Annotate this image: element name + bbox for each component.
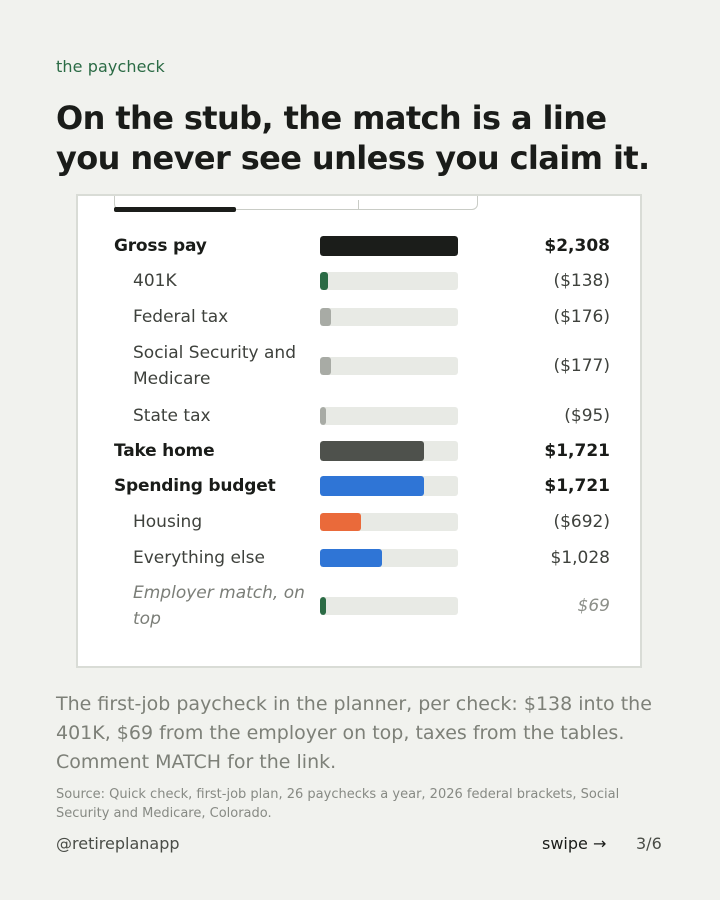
row-bar-fill (320, 476, 424, 496)
tab-active-indicator (114, 207, 236, 212)
row-label: Social Security and Medicare (133, 343, 297, 389)
row-bar-fill (320, 513, 361, 531)
row-label: Spending budget (114, 476, 276, 496)
row-amount: ($177) (553, 356, 610, 376)
row-amount: ($692) (553, 512, 610, 532)
tab-divider (358, 200, 359, 210)
row-amount: $69 (577, 596, 610, 616)
row-amount: ($176) (553, 307, 610, 327)
eyebrow-label: the paycheck (56, 57, 165, 76)
row-bar-track (320, 272, 458, 290)
row-amount: ($95) (564, 406, 610, 426)
row-bar-track (320, 476, 458, 496)
page-indicator: 3/6 (636, 834, 662, 853)
row-label: Employer match, on top (133, 583, 305, 629)
row-bar-track (320, 597, 458, 615)
row-amount: $1,028 (550, 548, 610, 568)
row-bar-track (320, 513, 458, 531)
row-label: Gross pay (114, 236, 207, 256)
row-label: Take home (114, 441, 215, 461)
row-bar-track (320, 357, 458, 375)
source-note: Source: Quick check, first-job plan, 26 … (56, 787, 620, 821)
row-bar-fill (320, 407, 326, 425)
row-amount: $1,721 (544, 476, 610, 496)
tab-bar[interactable] (114, 196, 478, 210)
row-bar-fill (320, 272, 328, 290)
row-bar-fill (320, 597, 326, 615)
account-handle[interactable]: @retireplanapp (56, 834, 180, 853)
row-label: 401K (133, 271, 177, 291)
row-bar-track (320, 308, 458, 326)
row-bar-fill (320, 549, 382, 567)
row-bar-fill (320, 236, 458, 256)
row-amount: $1,721 (544, 441, 610, 461)
row-amount: $2,308 (544, 236, 610, 256)
row-bar-fill (320, 441, 424, 461)
row-amount: ($138) (553, 271, 610, 291)
row-label: Everything else (133, 548, 265, 568)
page-title: On the stub, the match is a line you nev… (56, 99, 650, 177)
row-label: Federal tax (133, 307, 229, 327)
row-bar-track (320, 407, 458, 425)
row-bar-fill (320, 308, 331, 326)
row-bar-fill (320, 357, 331, 375)
row-bar-track (320, 236, 458, 256)
swipe-hint[interactable]: swipe → (542, 834, 607, 853)
row-label: State tax (133, 406, 211, 426)
row-bar-track (320, 549, 458, 567)
row-bar-track (320, 441, 458, 461)
paycheck-card: Gross pay $2,308 401K ($138) Federal tax ($17… (76, 194, 642, 668)
row-label: Housing (133, 512, 203, 532)
caption-text: The first-job paycheck in the planner, p… (56, 693, 652, 773)
